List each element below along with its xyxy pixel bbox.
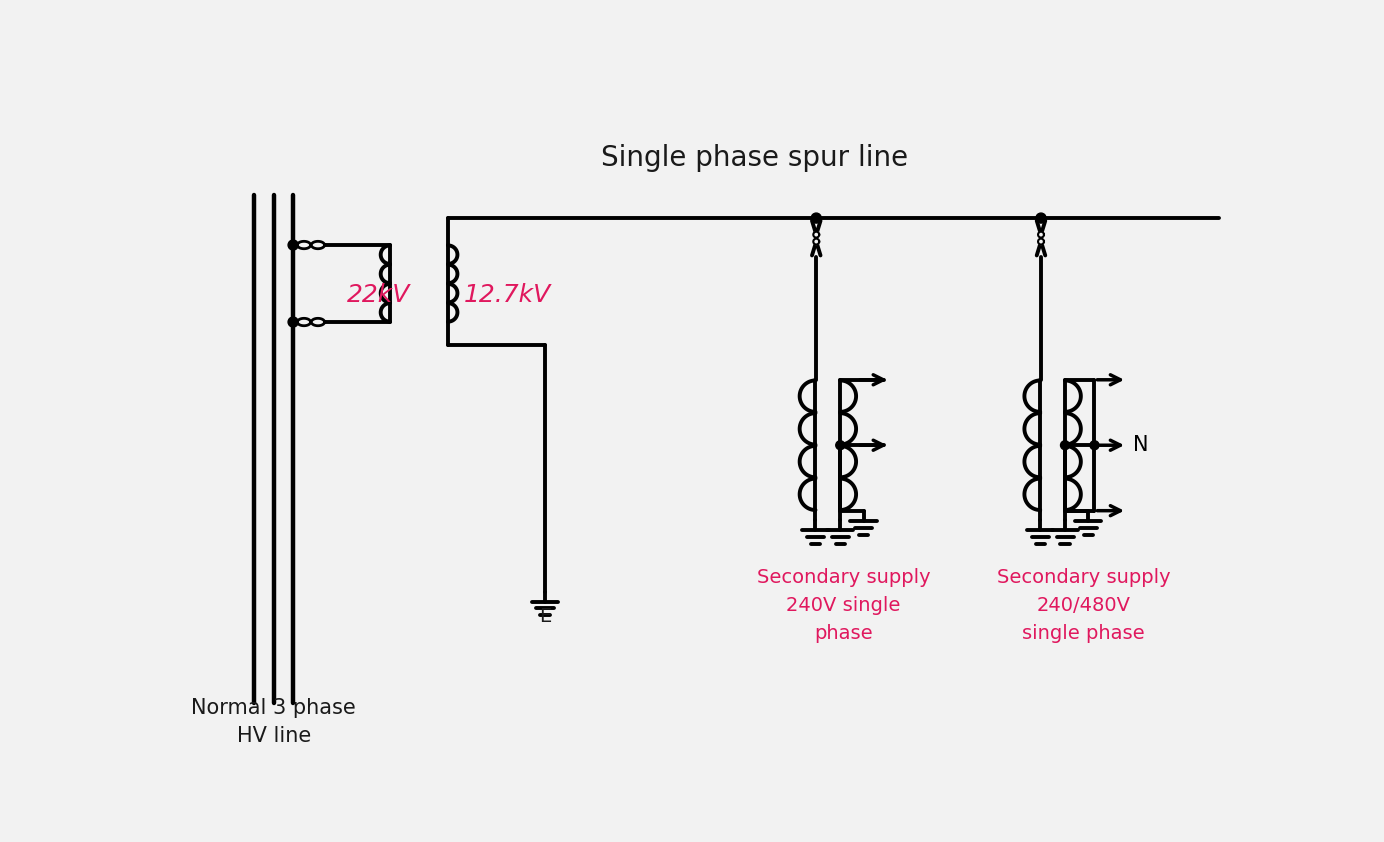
Circle shape — [288, 240, 298, 250]
Polygon shape — [1038, 232, 1044, 237]
Text: 12.7kV: 12.7kV — [464, 283, 551, 307]
Polygon shape — [814, 232, 819, 237]
Circle shape — [811, 213, 821, 223]
Circle shape — [1060, 440, 1070, 450]
Text: Secondary supply
240/480V
single phase: Secondary supply 240/480V single phase — [996, 568, 1171, 643]
Text: E: E — [538, 607, 551, 626]
Text: 22kV: 22kV — [347, 283, 411, 307]
Circle shape — [836, 440, 844, 450]
Polygon shape — [1038, 238, 1044, 244]
Polygon shape — [298, 318, 310, 326]
Text: Secondary supply
240V single
phase: Secondary supply 240V single phase — [757, 568, 930, 643]
Circle shape — [288, 317, 298, 327]
Polygon shape — [311, 318, 324, 326]
Polygon shape — [311, 242, 324, 248]
Text: Single phase spur line: Single phase spur line — [601, 144, 908, 172]
Polygon shape — [298, 242, 310, 248]
Text: N: N — [1133, 435, 1149, 456]
Polygon shape — [814, 238, 819, 244]
Circle shape — [1091, 440, 1099, 450]
Text: Normal 3 phase
HV line: Normal 3 phase HV line — [191, 698, 356, 746]
Circle shape — [1037, 213, 1046, 223]
